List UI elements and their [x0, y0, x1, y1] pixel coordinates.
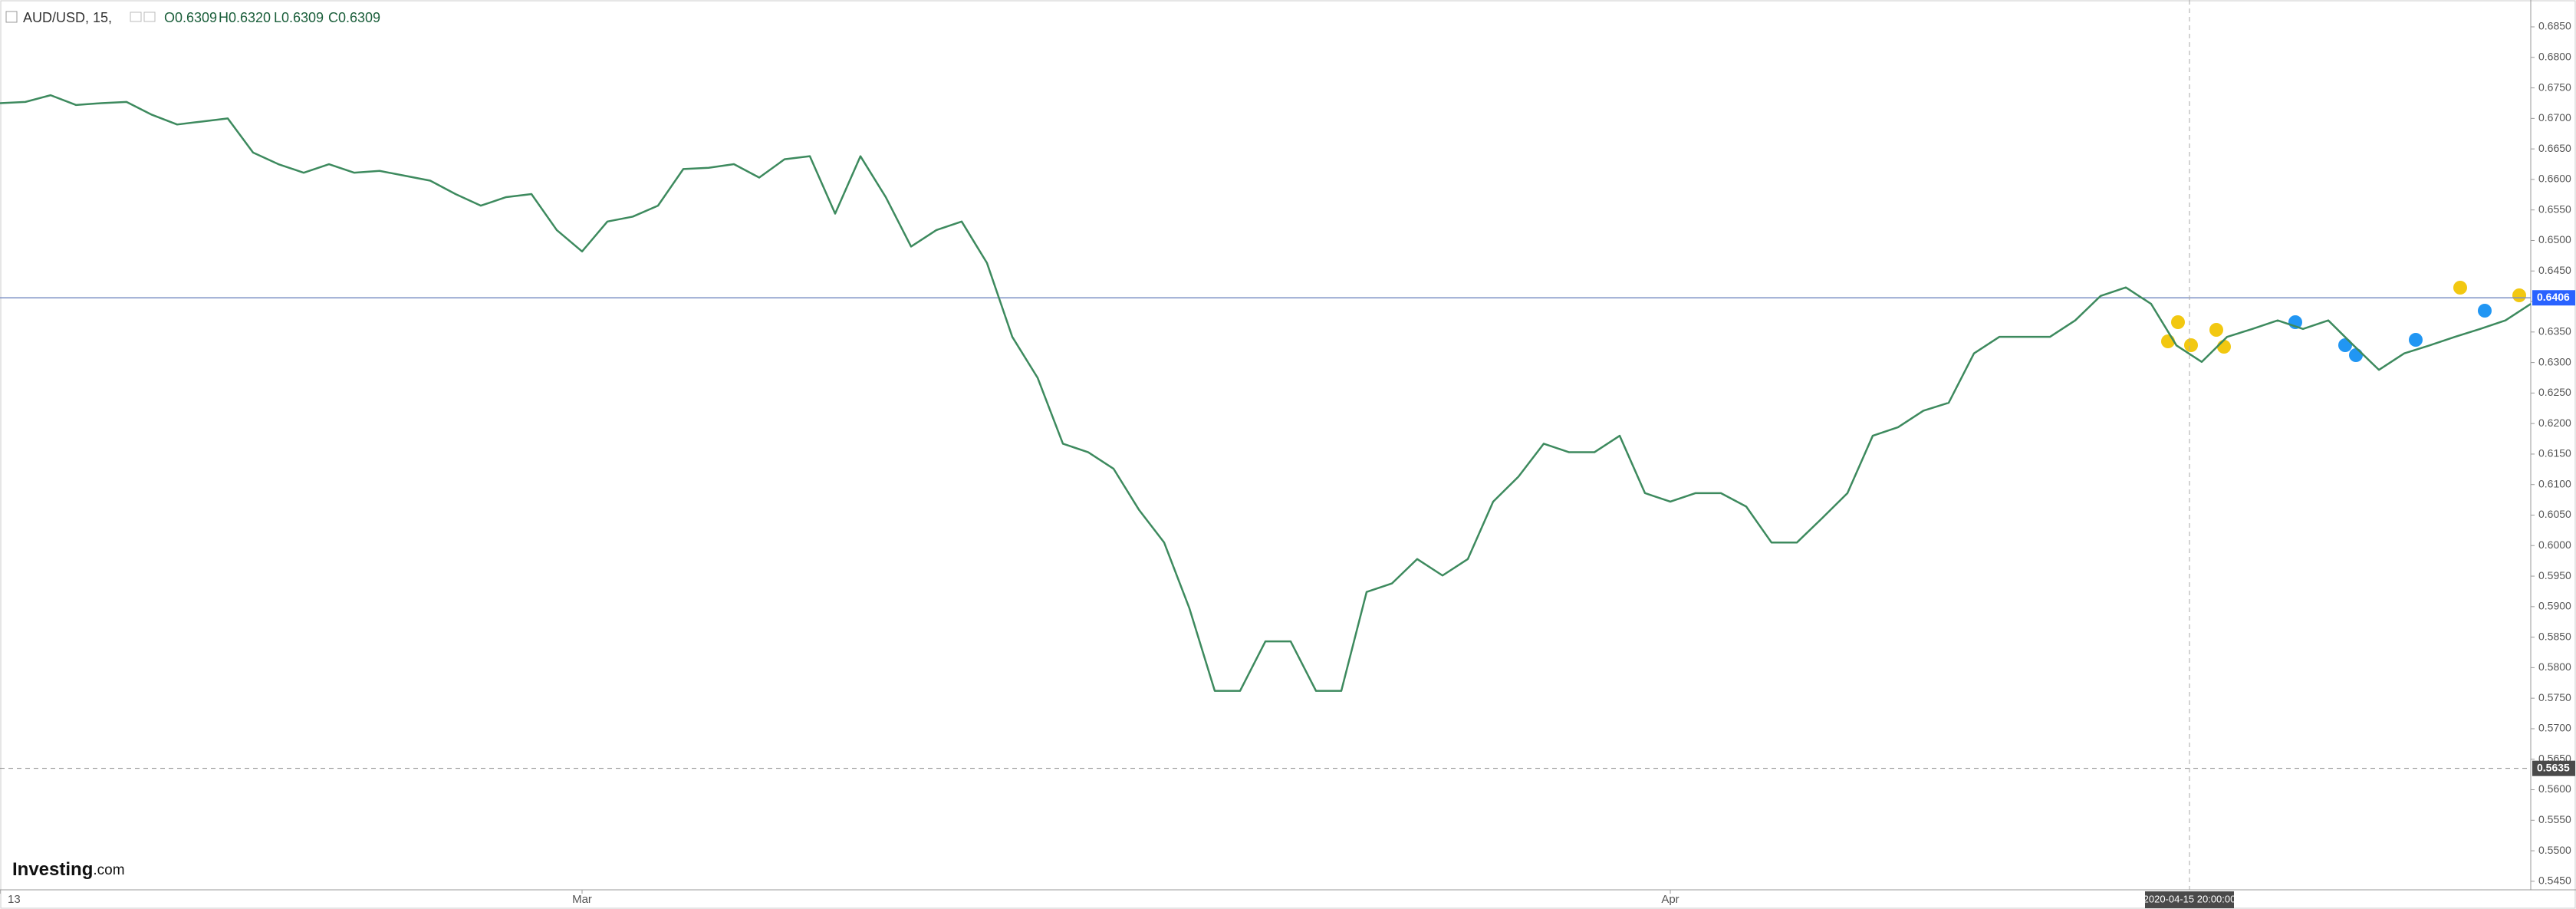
last-price-badge [2532, 290, 2575, 306]
y-tick-label: 0.6750 [2538, 81, 2571, 93]
y-tick-label: 0.5750 [2538, 691, 2571, 703]
y-tick-label: 0.5700 [2538, 722, 2571, 734]
y-tick-label: 0.6250 [2538, 386, 2571, 398]
y-tick-label: 0.6700 [2538, 111, 2571, 124]
low-value: L0.6309 [274, 10, 324, 25]
y-tick-label: 0.5850 [2538, 630, 2571, 642]
x-tick-label: 13 [8, 893, 21, 906]
crosshair-time-label: 2020-04-15 20:00:00 [2143, 893, 2236, 904]
high-value: H0.6320 [219, 10, 271, 25]
y-tick-label: 0.6350 [2538, 325, 2571, 338]
y-tick-label: 0.6300 [2538, 355, 2571, 367]
y-tick-label: 0.5800 [2538, 660, 2571, 673]
y-tick-label: 0.6800 [2538, 50, 2571, 62]
event-marker[interactable] [2217, 340, 2231, 354]
y-tick-label: 0.6450 [2538, 264, 2571, 276]
crosshair-time-badge [2145, 891, 2234, 908]
y-tick-label: 0.6650 [2538, 142, 2571, 154]
logo-name: Investing [12, 859, 93, 880]
settings-icon[interactable] [130, 12, 142, 22]
y-tick-label: 0.6200 [2538, 417, 2571, 429]
x-tick-label: Mar [572, 893, 592, 906]
y-tick-label: 0.5450 [2538, 874, 2571, 887]
event-marker[interactable] [2171, 315, 2185, 329]
y-tick-label: 0.6600 [2538, 173, 2571, 185]
y-tick-label: 0.5950 [2538, 569, 2571, 581]
event-marker[interactable] [2349, 348, 2363, 362]
last-price-label: 0.6406 [2537, 291, 2570, 303]
open-value: O0.6309 [164, 10, 217, 25]
event-marker[interactable] [2512, 288, 2526, 302]
hide-icon[interactable] [143, 12, 156, 22]
crosshair-price-badge [2532, 760, 2575, 776]
y-tick-label: 0.5550 [2538, 813, 2571, 825]
event-marker[interactable] [2184, 338, 2198, 352]
collapse-button[interactable] [5, 11, 18, 23]
event-marker[interactable] [2409, 333, 2423, 347]
y-tick-label: 0.6100 [2538, 477, 2571, 489]
event-marker[interactable] [2209, 323, 2223, 337]
y-tick-label: 0.6550 [2538, 203, 2571, 215]
y-tick-label: 0.6850 [2538, 20, 2571, 32]
close-value: C0.6309 [328, 10, 380, 25]
y-tick-label: 0.5500 [2538, 844, 2571, 856]
symbol[interactable]: AUD/USD, 15, [23, 10, 112, 25]
price-line [0, 94, 2532, 692]
crosshair-price-label: 0.5635 [2537, 761, 2570, 773]
y-tick-label: 0.6500 [2538, 233, 2571, 245]
y-tick-label: 0.6000 [2538, 538, 2571, 551]
event-marker[interactable] [2478, 304, 2492, 318]
event-marker[interactable] [2338, 338, 2352, 352]
logo-suffix: .com [93, 862, 124, 878]
y-tick-label: 0.6050 [2538, 508, 2571, 520]
y-tick-label: 0.5600 [2538, 782, 2571, 795]
x-tick-label: Apr [1661, 893, 1679, 906]
logo: Investing.com [12, 859, 125, 880]
y-tick-label: 0.5900 [2538, 600, 2571, 612]
event-marker[interactable] [2453, 281, 2467, 295]
y-tick-label: 0.6150 [2538, 447, 2571, 459]
